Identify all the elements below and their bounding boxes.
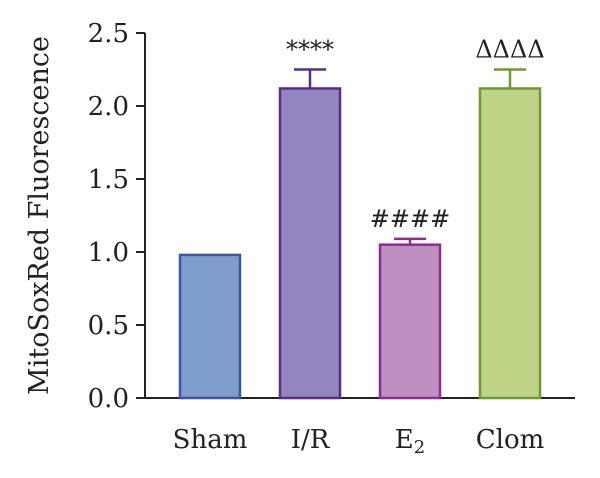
significance-label: #### xyxy=(370,205,450,233)
bar-i-r xyxy=(278,87,342,400)
y-tick-label: 0.5 xyxy=(88,311,129,341)
y-tick-label: 1.5 xyxy=(88,165,129,195)
y-tick-label: 0.0 xyxy=(88,384,129,414)
bars xyxy=(178,68,542,400)
x-tick-label: I/R xyxy=(291,425,331,455)
x-tick-label: E2 xyxy=(395,425,425,458)
significance-label: ΔΔΔΔ xyxy=(475,36,544,64)
bar-e2 xyxy=(378,243,442,400)
y-tick-label: 1.0 xyxy=(88,238,129,268)
x-tick-labels: Sham I/R E2 Clom xyxy=(173,425,545,458)
bar-clom xyxy=(478,87,542,400)
y-tick-label: 2.5 xyxy=(88,19,129,49)
y-axis-label: MitoSoxRed Fluorescence xyxy=(24,36,55,395)
significance-label: **** xyxy=(286,36,334,64)
y-tick-labels: 0.0 0.5 1.0 1.5 2.0 2.5 xyxy=(88,19,129,414)
significance-annotations: **** #### ΔΔΔΔ xyxy=(286,36,545,233)
x-tick-label: Sham xyxy=(173,425,248,455)
y-axis xyxy=(136,32,146,399)
y-tick-label: 2.0 xyxy=(88,92,129,122)
bar-sham xyxy=(178,253,242,400)
x-tick-label: Clom xyxy=(476,425,545,455)
